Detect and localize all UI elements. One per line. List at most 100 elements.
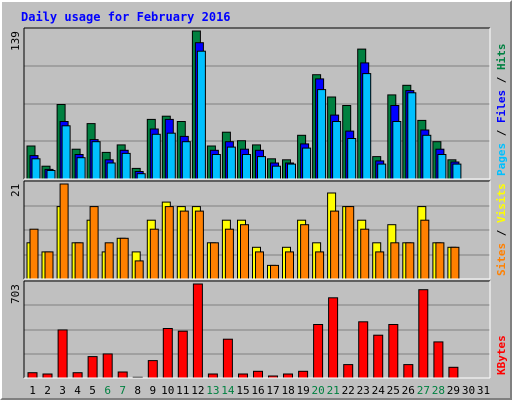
x-tick-label-day-12: 12 [191,384,204,397]
bar-pages-day-25 [392,121,402,180]
bar-kbytes-day-6 [102,353,113,379]
bar-pages-day-12 [196,50,206,180]
bar-pages-day-29 [452,163,462,180]
bar-kbytes-day-24 [373,334,384,379]
y-max-label-bottom: 703 [9,284,22,304]
x-tick-label-day-16: 16 [251,384,264,397]
bar-sites-day-22 [345,206,355,280]
bar-sites-day-6 [104,242,114,280]
chart-title: Daily usage for February 2016 [21,10,231,24]
bar-pages-day-4 [76,157,86,180]
bar-kbytes-day-2 [42,373,53,379]
bar-sites-day-11 [179,210,189,280]
bar-sites-day-19 [300,224,310,280]
bar-sites-day-21 [330,210,340,280]
bar-pages-day-5 [91,141,101,180]
x-tick-label-day-17: 17 [266,384,279,397]
x-tick-label-day-18: 18 [281,384,294,397]
bar-kbytes-day-18 [283,373,293,379]
bar-kbytes-day-27 [418,289,429,379]
x-tick-label-day-24: 24 [372,384,386,397]
bar-pages-day-20 [317,89,327,180]
bar-sites-day-24 [375,251,385,280]
bar-sites-day-12 [194,210,204,280]
bar-kbytes-day-20 [313,324,324,379]
bar-pages-day-15 [242,154,251,180]
bar-pages-day-19 [302,147,312,180]
bar-sites-day-15 [240,224,249,280]
bar-pages-day-16 [257,156,266,180]
bar-pages-day-18 [287,163,296,180]
bar-pages-day-7 [121,152,131,180]
bar-kbytes-day-21 [328,297,339,379]
bar-pages-day-27 [422,134,432,180]
bar-pages-day-21 [332,121,342,180]
x-tick-label-day-1: 1 [29,384,36,397]
legend-bottom: KBytes [495,335,508,375]
bar-kbytes-day-15 [238,373,248,379]
x-tick-label-day-30: 30 [462,384,475,397]
legend-part-top-4: Hits [495,44,508,71]
bar-pages-day-22 [347,138,357,180]
bar-sites-day-4 [74,242,84,280]
bar-sites-day-9 [149,228,159,280]
x-tick-label-day-22: 22 [342,384,355,397]
bar-kbytes-day-9 [147,360,158,379]
bar-pages-day-17 [272,165,281,180]
bar-sites-day-23 [360,228,370,280]
bar-kbytes-day-5 [87,356,98,379]
bar-sites-day-13 [209,242,219,280]
bar-sites-day-16 [255,251,264,280]
legend-part-bottom-0: KBytes [495,335,508,375]
x-tick-label-day-3: 3 [59,384,66,397]
x-tick-label-day-28: 28 [432,384,445,397]
bar-kbytes-day-14 [222,338,233,379]
legend-part-top-3: / [495,70,508,90]
bar-pages-day-6 [106,162,116,180]
x-tick-label-day-10: 10 [161,384,174,397]
bar-kbytes-day-16 [253,370,263,379]
bar-pages-day-2 [46,170,56,180]
y-max-label-mid: 21 [9,184,22,197]
bar-pages-day-8 [136,173,146,180]
x-tick-label-day-14: 14 [221,384,235,397]
bar-pages-day-23 [362,73,372,180]
x-tick-label-day-8: 8 [134,384,141,397]
x-tick-label-day-20: 20 [311,384,324,397]
bar-sites-day-3 [59,183,69,280]
x-tick-label-day-19: 19 [296,384,309,397]
x-tick-label-day-5: 5 [89,384,96,397]
bar-sites-day-14 [224,228,234,280]
bar-sites-day-26 [405,242,415,280]
x-tick-label-day-4: 4 [74,384,81,397]
bar-sites-day-8 [134,260,144,280]
bar-sites-day-20 [315,251,325,280]
x-tick-label-day-26: 26 [402,384,415,397]
bar-kbytes-day-11 [177,330,188,379]
bar-sites-day-25 [390,242,400,280]
bar-sites-day-2 [44,251,54,280]
x-tick-label-day-11: 11 [176,384,189,397]
x-tick-label-day-13: 13 [206,384,219,397]
bar-pages-day-1 [31,158,41,180]
x-tick-label-day-27: 27 [417,384,430,397]
x-tick-label-day-21: 21 [327,384,340,397]
legend-part-top-0: Pages [495,143,508,176]
bar-kbytes-day-4 [72,372,83,379]
x-tick-label-day-29: 29 [447,384,460,397]
legend-part-mid-1: / [495,223,508,243]
x-tick-label-day-6: 6 [104,384,111,397]
bar-kbytes-day-28 [433,341,444,379]
bar-sites-day-5 [89,206,99,280]
legend-part-mid-2: Visits [495,183,508,223]
x-tick-label-day-23: 23 [357,384,370,397]
bar-sites-day-10 [164,206,174,280]
bar-pages-day-3 [61,125,71,180]
bar-pages-day-28 [437,154,447,180]
bar-kbytes-day-10 [162,328,173,379]
bar-sites-day-28 [435,242,445,280]
bar-sites-day-7 [119,237,129,280]
bar-kbytes-day-25 [388,324,399,379]
